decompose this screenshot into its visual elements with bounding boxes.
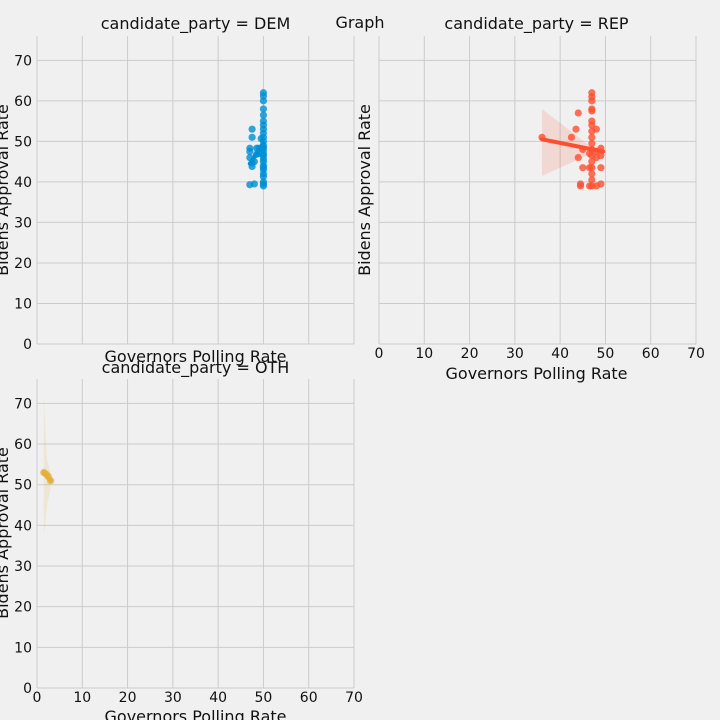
x-tick-label: 10 <box>415 346 433 362</box>
panel-oth: candidate_party = OTH Bidens Approval Ra… <box>0 358 363 720</box>
y-tick-label: 60 <box>14 94 32 110</box>
x-tick-label: 40 <box>209 690 227 706</box>
data-point <box>597 180 605 188</box>
regression-line <box>41 470 53 483</box>
data-point <box>567 133 576 141</box>
grid-dem <box>36 36 355 345</box>
x-axis-label-oth: Governors Polling Rate <box>105 707 287 720</box>
regression-line <box>540 137 606 154</box>
x-tick-label: 60 <box>642 346 660 362</box>
regression-line <box>247 141 266 166</box>
data-point <box>576 182 585 190</box>
data-point <box>588 89 596 97</box>
data-point <box>259 89 268 97</box>
x-axis-label-dem: Governors Polling Rate <box>105 347 287 366</box>
y-tick-label: 30 <box>14 215 32 231</box>
data-point <box>588 164 596 172</box>
data-point <box>588 105 596 113</box>
y-tick-label: 20 <box>14 600 32 616</box>
y-tick-label: 50 <box>14 134 32 150</box>
x-tick-label: 0 <box>375 346 384 362</box>
data-point <box>574 109 582 117</box>
x-tick-label: 60 <box>300 690 318 706</box>
y-tick-label: 30 <box>14 559 32 575</box>
data-point <box>259 105 268 113</box>
data-point <box>592 125 600 133</box>
x-axis-label-rep: Governors Polling Rate <box>446 364 628 383</box>
x-tick-label: 50 <box>597 346 615 362</box>
y-tick-label: 40 <box>14 175 32 191</box>
y-tick-label: 20 <box>14 256 32 272</box>
y-axis-label-rep: Bidens Approval Rate <box>355 104 374 276</box>
x-tick-label: 70 <box>345 690 363 706</box>
panel-rep: candidate_party = REP Bidens Approval Ra… <box>355 14 705 383</box>
x-tick-label: 30 <box>506 346 524 362</box>
data-point <box>250 180 258 188</box>
x-tick-label: 0 <box>33 690 42 706</box>
y-tick-label: 0 <box>23 337 32 353</box>
data-point <box>597 164 605 172</box>
x-tick-label: 30 <box>164 690 182 706</box>
x-tick-label: 20 <box>461 346 479 362</box>
grid-oth <box>36 379 355 689</box>
x-tick-label: 40 <box>551 346 569 362</box>
y-tick-label: 70 <box>14 53 32 69</box>
data-point <box>588 176 596 184</box>
panel-title-rep: candidate_party = REP <box>444 14 629 34</box>
x-tick-label: 20 <box>119 690 137 706</box>
data-point <box>588 139 596 147</box>
panel-title-oth: candidate_party = OTH <box>102 358 290 378</box>
data-point <box>588 170 596 178</box>
plot-area-dem <box>37 36 354 344</box>
data-point <box>246 144 254 152</box>
plot-area-rep <box>379 36 696 344</box>
y-tick-label: 70 <box>14 396 32 412</box>
y-tick-label: 40 <box>14 518 32 534</box>
data-point <box>259 111 268 119</box>
suptitle: Graph <box>335 13 384 32</box>
confidence-band <box>43 395 51 538</box>
data-point <box>259 117 268 125</box>
y-axis-label-dem: Bidens Approval Rate <box>0 104 12 276</box>
data-point <box>588 117 596 125</box>
x-tick-label: 70 <box>687 346 705 362</box>
y-tick-label: 50 <box>14 478 32 494</box>
data-point <box>248 133 256 141</box>
data-point <box>572 125 580 133</box>
y-axis-label-oth: Bidens Approval Rate <box>0 447 12 619</box>
y-tick-label: 0 <box>23 681 32 697</box>
data-point <box>579 164 587 172</box>
y-tick-label: 60 <box>14 437 32 453</box>
data-point <box>574 153 582 162</box>
plot-area-oth <box>37 379 354 688</box>
panel-title-dem: candidate_party = DEM <box>101 14 291 34</box>
data-point <box>588 133 596 141</box>
data-point <box>597 151 605 160</box>
x-tick-label: 50 <box>255 690 273 706</box>
confidence-band <box>542 108 604 176</box>
data-point <box>259 178 268 186</box>
y-tick-label: 10 <box>14 640 32 656</box>
panel-dem: candidate_party = DEM Bidens Approval Ra… <box>0 14 355 366</box>
data-point <box>248 125 256 133</box>
x-tick-label: 10 <box>73 690 91 706</box>
y-tick-label: 10 <box>14 296 32 312</box>
grid-rep <box>378 36 697 345</box>
